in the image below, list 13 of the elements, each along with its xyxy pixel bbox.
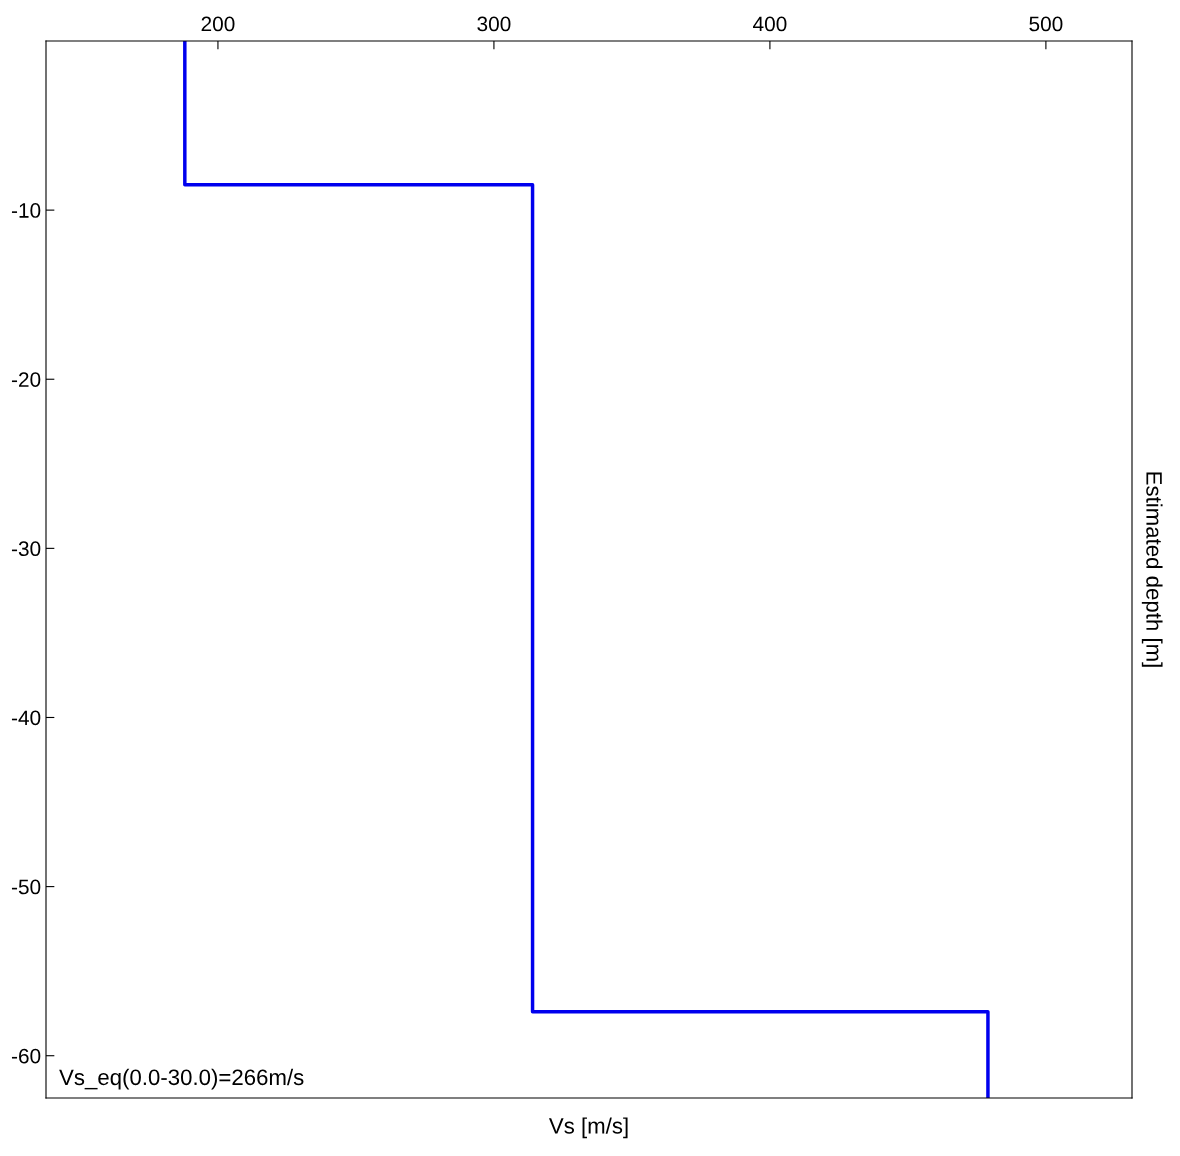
y-tick-label: -60 <box>11 1048 41 1064</box>
y-tick-label: -20 <box>11 372 41 387</box>
y-tick-label: -40 <box>11 710 41 726</box>
x-tick-label: 200 <box>201 16 235 32</box>
y-tick-label: -30 <box>11 541 41 557</box>
y-tick-label: -10 <box>11 203 41 218</box>
x-tick-label: 500 <box>1029 16 1063 32</box>
y-axis-title: Estimated depth [m] <box>1141 472 1163 667</box>
x-tick-label: 400 <box>753 16 787 32</box>
x-tick-label: 300 <box>477 16 511 32</box>
y-tick-label: -50 <box>11 879 41 895</box>
x-axis-title: Vs [m/s] <box>548 1117 628 1139</box>
annotation: Vs_eq(0.0-30.0)=266m/s <box>59 1068 304 1090</box>
